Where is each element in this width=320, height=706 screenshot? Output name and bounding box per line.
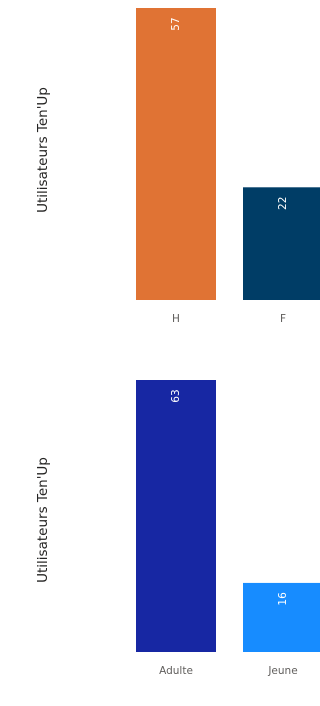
- y-axis-label: Utilisateurs Ten'Up: [35, 87, 51, 213]
- data-label: 22: [277, 197, 289, 210]
- bar-h[interactable]: [136, 8, 216, 300]
- data-label: 16: [277, 592, 289, 606]
- data-label: 63: [170, 389, 182, 402]
- data-label: 57: [170, 17, 182, 30]
- x-tick-label: Adulte: [159, 665, 193, 677]
- y-axis-label: Utilisateurs Ten'Up: [35, 457, 51, 583]
- age-group-chart: Utilisateurs Ten'Up 63 Adulte 16 Jeune: [35, 380, 320, 677]
- x-tick-label: Jeune: [267, 665, 297, 677]
- gender-chart: Utilisateurs Ten'Up 57 H 22 F: [35, 8, 320, 325]
- bar-f[interactable]: [243, 187, 320, 300]
- x-tick-label: H: [172, 313, 180, 325]
- bar-adulte[interactable]: [136, 380, 216, 652]
- x-tick-label: F: [280, 313, 286, 325]
- bar-jeune[interactable]: [243, 582, 320, 652]
